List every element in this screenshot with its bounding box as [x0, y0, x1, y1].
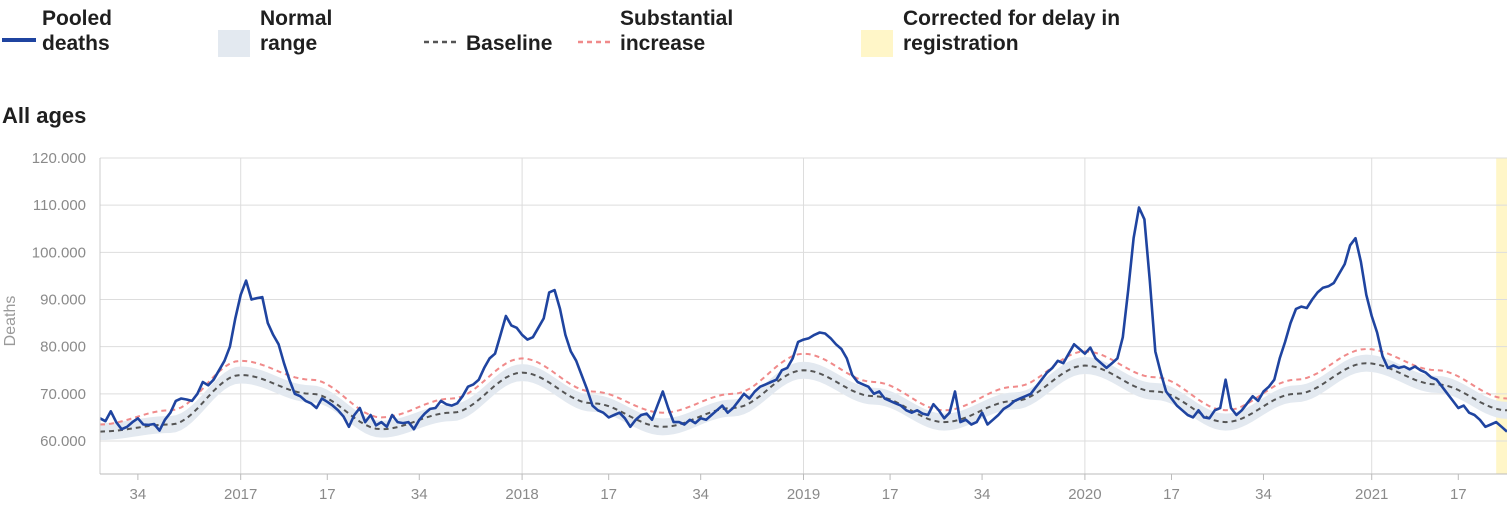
legend-pooled-deaths-label: Pooled deaths — [42, 7, 113, 55]
x-tick-label: 34 — [974, 486, 991, 503]
normal-range-swatch — [218, 30, 250, 57]
y-tick-label: 110.000 — [33, 197, 86, 214]
legend-substantial-increase: Substantial increase — [620, 6, 770, 56]
legend: Pooled deaths Normal range Baseline Subs… — [0, 0, 1507, 70]
x-tick-label: 34 — [1255, 486, 1272, 503]
legend-corrected: Corrected for delay in registration — [903, 6, 1173, 56]
legend-baseline-label: Baseline — [466, 32, 553, 55]
corrected-region-layer — [1496, 158, 1507, 474]
baseline-line — [99, 362, 1507, 433]
y-tick-label: 100.000 — [32, 244, 86, 261]
legend-normal-range: Normal range — [260, 6, 360, 56]
y-tick-label: 70.000 — [40, 386, 86, 403]
normal-band-layer — [100, 354, 1507, 441]
x-tick-label: 2019 — [787, 486, 820, 503]
x-tick-label: 34 — [692, 486, 709, 503]
x-tick-label: 17 — [600, 486, 617, 503]
x-tick-label: 34 — [130, 486, 147, 503]
substantial-increase-swatch — [578, 40, 614, 44]
x-tick-label: 34 — [411, 486, 428, 503]
x-tick-label: 17 — [1163, 486, 1180, 503]
x-tick-label: 17 — [882, 486, 899, 503]
legend-baseline: Baseline — [466, 31, 576, 56]
legend-corrected-label: Corrected for delay in registration — [903, 7, 1121, 55]
grid-layer — [100, 157, 1507, 474]
y-tick-label: 90.000 — [40, 291, 86, 308]
y-tick-label: 80.000 — [40, 339, 86, 356]
normal-range-band — [100, 354, 1507, 441]
legend-pooled-deaths: Pooled deaths — [42, 6, 132, 56]
pooled-deaths-line — [99, 206, 1507, 433]
y-axis-label: Deaths — [2, 296, 19, 347]
legend-normal-range-label: Normal range — [260, 7, 333, 55]
corrected-region — [1496, 158, 1507, 474]
y-tick-label: 120.000 — [32, 150, 86, 167]
x-tick-label: 2017 — [224, 486, 257, 503]
x-tick-label: 2020 — [1068, 486, 1101, 503]
lines-layer — [99, 206, 1507, 433]
axis-layer: 60.000 70.000 80.000 90.000 100.000 110.000 12… — [2, 150, 1507, 503]
x-tick-label: 17 — [1450, 486, 1467, 503]
x-tick-label: 17 — [319, 486, 336, 503]
pooled-deaths-swatch — [2, 38, 36, 42]
x-tick-label: 2018 — [505, 486, 538, 503]
y-tick-label: 60.000 — [40, 433, 86, 450]
corrected-swatch — [861, 30, 893, 57]
legend-substantial-increase-label: Substantial increase — [620, 7, 734, 55]
panel-title: All ages — [2, 103, 87, 128]
baseline-swatch — [424, 40, 460, 44]
substantial-increase-line — [99, 347, 1507, 426]
x-tick-label: 2021 — [1355, 486, 1388, 503]
